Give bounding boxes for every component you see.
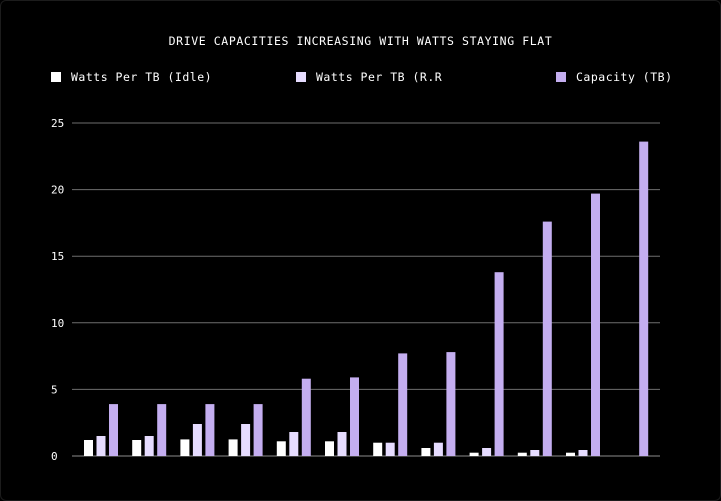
y-tick-label: 10 — [51, 317, 64, 330]
bar-series-1-group-1[interactable] — [144, 436, 154, 456]
legend-label-capacity: Capacity (TB) — [576, 70, 673, 84]
bar-series-1-group-2[interactable] — [192, 424, 202, 456]
bar-series-1-group-4[interactable] — [289, 432, 299, 456]
bar-series-1-group-10[interactable] — [578, 450, 588, 456]
bar-series-0-group-1[interactable] — [132, 440, 142, 456]
bar-series-0-group-0[interactable] — [84, 440, 93, 456]
legend-label-idle: Watts Per TB (Idle) — [71, 70, 213, 84]
bar-series-0-group-2[interactable] — [180, 439, 190, 456]
bar-series-0-group-8[interactable] — [469, 452, 479, 456]
bar-series-1-group-3[interactable] — [241, 424, 251, 456]
bar-series-1-group-7[interactable] — [433, 442, 443, 456]
bar-series-1-group-9[interactable] — [530, 450, 540, 456]
legend-swatch-capacity — [556, 72, 566, 82]
chart-title: DRIVE CAPACITIES INCREASING WITH WATTS S… — [168, 34, 553, 48]
y-tick-label: 5 — [51, 383, 58, 396]
bar-series-0-group-4[interactable] — [276, 441, 286, 456]
bar-series-2-group-8[interactable] — [494, 272, 504, 456]
legend-label-rr: Watts Per TB (R.R — [316, 70, 443, 84]
bar-series-2-group-7[interactable] — [446, 352, 456, 456]
bar-series-1-group-0[interactable] — [96, 436, 106, 456]
bar-series-1-group-5[interactable] — [337, 432, 347, 456]
bar-series-2-group-9[interactable] — [542, 221, 552, 456]
bar-series-2-group-11[interactable] — [639, 141, 649, 456]
bar-series-2-group-1[interactable] — [157, 404, 167, 456]
bar-series-2-group-2[interactable] — [205, 404, 215, 456]
chart-legend: Watts Per TB (Idle) Watts Per TB (R.R Ca… — [0, 70, 721, 86]
legend-swatch-idle — [51, 72, 61, 82]
bar-series-1-group-8[interactable] — [482, 448, 492, 456]
y-tick-label: 15 — [51, 250, 64, 263]
bar-series-1-group-6[interactable] — [385, 442, 395, 456]
bar-series-2-group-5[interactable] — [350, 377, 359, 456]
bar-series-0-group-9[interactable] — [517, 452, 527, 456]
y-tick-label: 25 — [51, 117, 64, 130]
bar-series-2-group-0[interactable] — [109, 404, 118, 456]
bar-series-2-group-3[interactable] — [253, 404, 263, 456]
legend-swatch-rr — [296, 72, 306, 82]
legend-item-idle[interactable]: Watts Per TB (Idle) — [51, 70, 212, 84]
bar-series-0-group-6[interactable] — [373, 442, 383, 456]
bar-series-2-group-10[interactable] — [591, 193, 600, 456]
legend-item-rr[interactable]: Watts Per TB (R.R — [296, 70, 442, 84]
bar-series-0-group-5[interactable] — [325, 441, 334, 456]
y-tick-label: 0 — [51, 450, 58, 463]
bar-series-0-group-3[interactable] — [228, 439, 238, 456]
y-tick-label: 20 — [51, 184, 64, 197]
bar-series-0-group-7[interactable] — [421, 448, 431, 456]
bar-series-0-group-10[interactable] — [566, 452, 575, 456]
bar-series-2-group-4[interactable] — [301, 378, 311, 456]
legend-item-capacity[interactable]: Capacity (TB) — [556, 70, 673, 84]
bar-series-2-group-6[interactable] — [398, 353, 408, 456]
